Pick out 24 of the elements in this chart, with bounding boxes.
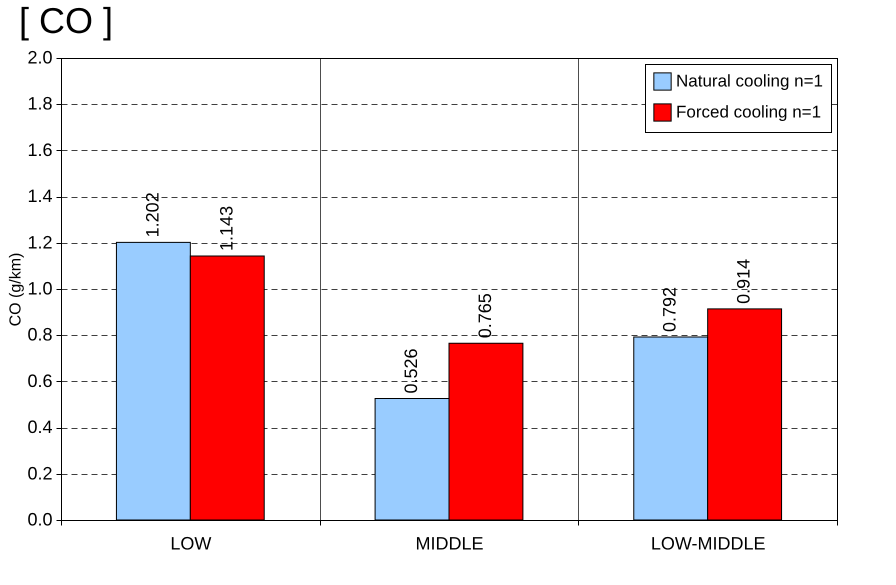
x-tick-label: LOW-MIDDLE — [650, 534, 766, 554]
y-tick-label: 0.8 — [27, 324, 52, 345]
y-tick-label: 0.2 — [27, 463, 52, 484]
y-tick-label: 0.4 — [27, 417, 52, 438]
data-label: 1.202 — [142, 192, 162, 238]
data-label: 0.792 — [660, 287, 680, 332]
data-label: 0.914 — [734, 258, 754, 304]
y-axis-title: CO (g/km) — [7, 252, 24, 326]
data-label: 1.143 — [216, 206, 236, 251]
data-label: 0.526 — [401, 348, 422, 394]
y-tick-label: 2.0 — [27, 48, 52, 68]
y-tick-label: 0.0 — [27, 510, 52, 530]
y-tick-label: 1.6 — [27, 140, 52, 160]
y-tick-label: 1.4 — [27, 186, 52, 206]
y-tick-label: 0.6 — [27, 370, 52, 391]
legend-label: Natural cooling n=1 — [676, 72, 823, 90]
y-tick-label: 1.2 — [27, 232, 52, 252]
x-tick-label: LOW — [170, 534, 212, 554]
x-tick-label: MIDDLE — [415, 534, 484, 554]
legend-label: Forced cooling n=1 — [676, 102, 822, 122]
data-label: 0.765 — [474, 293, 495, 338]
chart-title: [ CO ] — [18, 0, 113, 41]
y-tick-label: 1.8 — [27, 94, 52, 114]
y-tick-label: 1.0 — [27, 278, 52, 298]
